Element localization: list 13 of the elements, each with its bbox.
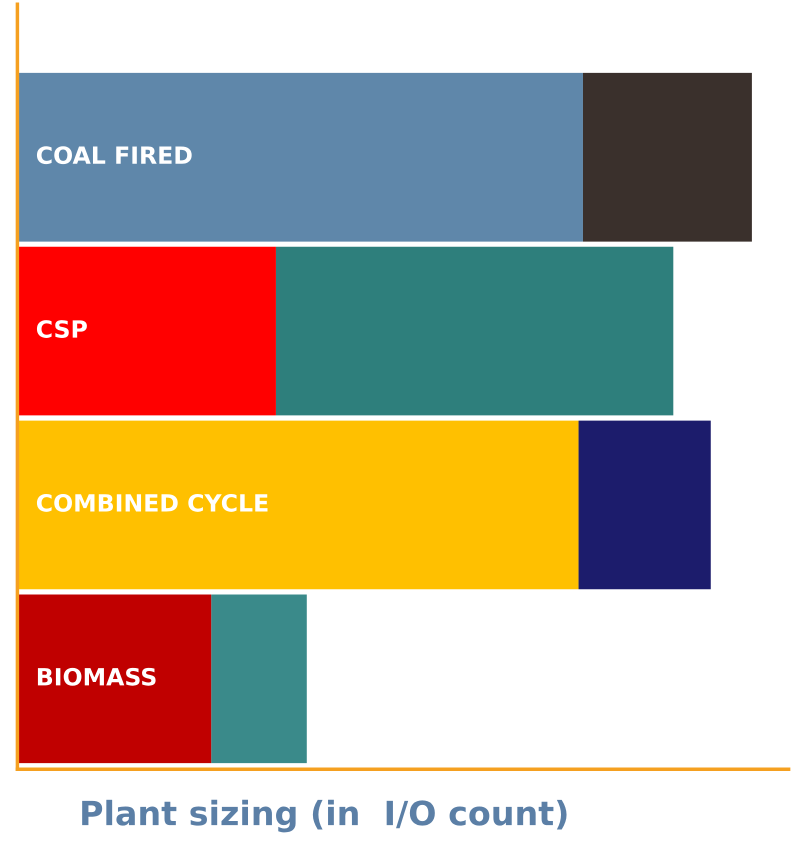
y-tick-label: COAL FIRED [36, 146, 192, 164]
y-tick-label: BIOMASS [38, 668, 156, 686]
bar [582, 72, 752, 242]
bar [17, 246, 276, 416]
y-tick-label: CSP [36, 320, 87, 338]
bar [211, 594, 307, 764]
bar [578, 420, 711, 590]
x-axis-title: Plant sizing (in I/O count) [82, 800, 567, 832]
y-tick-label: COMBINED CYCLE [36, 494, 268, 512]
bar [276, 246, 674, 416]
bar [17, 72, 583, 242]
bar [17, 420, 579, 590]
bar [17, 594, 212, 764]
